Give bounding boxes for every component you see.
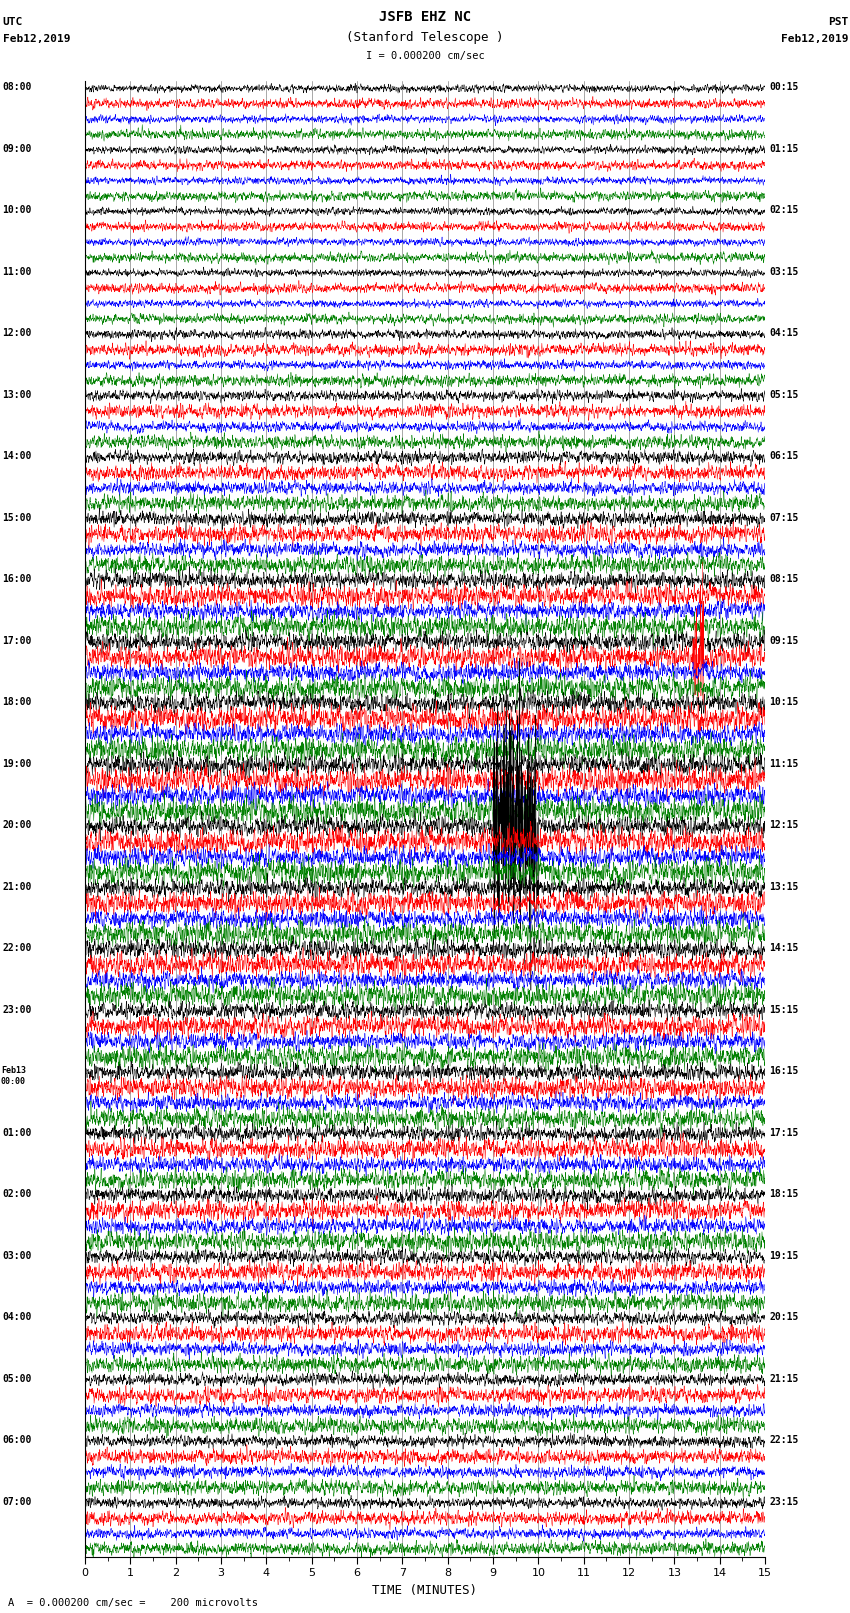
Text: (Stanford Telescope ): (Stanford Telescope ) bbox=[346, 31, 504, 44]
Text: 22:00: 22:00 bbox=[3, 944, 32, 953]
Text: 21:15: 21:15 bbox=[769, 1374, 799, 1384]
Text: 15:00: 15:00 bbox=[3, 513, 32, 523]
Text: 19:00: 19:00 bbox=[3, 758, 32, 769]
Text: 22:15: 22:15 bbox=[769, 1436, 799, 1445]
Text: I = 0.000200 cm/sec: I = 0.000200 cm/sec bbox=[366, 52, 484, 61]
Text: 12:00: 12:00 bbox=[3, 327, 32, 339]
Text: 05:00: 05:00 bbox=[3, 1374, 32, 1384]
Text: 08:15: 08:15 bbox=[769, 574, 799, 584]
Text: 18:00: 18:00 bbox=[3, 697, 32, 706]
Text: 09:00: 09:00 bbox=[3, 144, 32, 153]
Text: 02:00: 02:00 bbox=[3, 1189, 32, 1198]
Text: 14:15: 14:15 bbox=[769, 944, 799, 953]
Text: 12:15: 12:15 bbox=[769, 819, 799, 831]
Text: JSFB EHZ NC: JSFB EHZ NC bbox=[379, 10, 471, 24]
Text: 02:15: 02:15 bbox=[769, 205, 799, 215]
Text: 10:15: 10:15 bbox=[769, 697, 799, 706]
Text: 23:00: 23:00 bbox=[3, 1005, 32, 1015]
Text: 23:15: 23:15 bbox=[769, 1497, 799, 1507]
Text: 07:00: 07:00 bbox=[3, 1497, 32, 1507]
Text: 13:00: 13:00 bbox=[3, 390, 32, 400]
Text: 13:15: 13:15 bbox=[769, 882, 799, 892]
Text: A  = 0.000200 cm/sec =    200 microvolts: A = 0.000200 cm/sec = 200 microvolts bbox=[8, 1598, 258, 1608]
Text: PST: PST bbox=[828, 18, 848, 27]
Text: 06:00: 06:00 bbox=[3, 1436, 32, 1445]
Text: 10:00: 10:00 bbox=[3, 205, 32, 215]
Text: 03:15: 03:15 bbox=[769, 266, 799, 277]
Text: 16:15: 16:15 bbox=[769, 1066, 799, 1076]
Text: 05:15: 05:15 bbox=[769, 390, 799, 400]
Text: 21:00: 21:00 bbox=[3, 882, 32, 892]
Text: 07:15: 07:15 bbox=[769, 513, 799, 523]
Text: 15:15: 15:15 bbox=[769, 1005, 799, 1015]
Text: Feb12,2019: Feb12,2019 bbox=[3, 34, 70, 44]
Text: 03:00: 03:00 bbox=[3, 1250, 32, 1261]
X-axis label: TIME (MINUTES): TIME (MINUTES) bbox=[372, 1584, 478, 1597]
Text: 16:00: 16:00 bbox=[3, 574, 32, 584]
Text: 19:15: 19:15 bbox=[769, 1250, 799, 1261]
Text: 01:00: 01:00 bbox=[3, 1127, 32, 1137]
Text: 17:00: 17:00 bbox=[3, 636, 32, 645]
Text: 14:00: 14:00 bbox=[3, 452, 32, 461]
Text: 08:00: 08:00 bbox=[3, 82, 32, 92]
Text: 04:15: 04:15 bbox=[769, 327, 799, 339]
Text: 11:00: 11:00 bbox=[3, 266, 32, 277]
Text: Feb12,2019: Feb12,2019 bbox=[781, 34, 848, 44]
Text: 20:15: 20:15 bbox=[769, 1313, 799, 1323]
Text: 04:00: 04:00 bbox=[3, 1313, 32, 1323]
Text: 20:00: 20:00 bbox=[3, 819, 32, 831]
Text: 01:15: 01:15 bbox=[769, 144, 799, 153]
Text: UTC: UTC bbox=[3, 18, 23, 27]
Text: 00:15: 00:15 bbox=[769, 82, 799, 92]
Text: 11:15: 11:15 bbox=[769, 758, 799, 769]
Text: 09:15: 09:15 bbox=[769, 636, 799, 645]
Text: 17:15: 17:15 bbox=[769, 1127, 799, 1137]
Text: 06:15: 06:15 bbox=[769, 452, 799, 461]
Text: Feb13
00:00: Feb13 00:00 bbox=[1, 1066, 26, 1086]
Text: 18:15: 18:15 bbox=[769, 1189, 799, 1198]
